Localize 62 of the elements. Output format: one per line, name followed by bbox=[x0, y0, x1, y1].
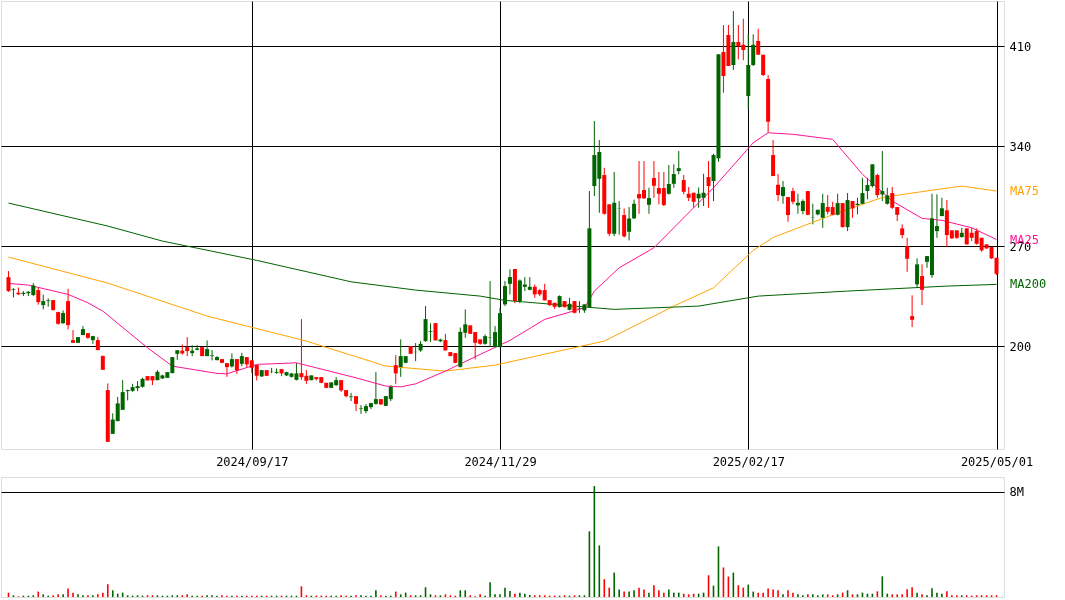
candlestick bbox=[349, 392, 354, 402]
candlestick bbox=[701, 173, 706, 207]
y-tick-label: 340 bbox=[1009, 139, 1032, 154]
line-series bbox=[7, 185, 998, 372]
x-tick-label: 2025/02/17 bbox=[712, 454, 785, 469]
candlestick bbox=[507, 268, 512, 295]
candlestick bbox=[205, 339, 210, 357]
x-tick-label: 2025/05/01 bbox=[960, 454, 1034, 469]
candlestick bbox=[632, 199, 637, 220]
candlestick bbox=[905, 237, 910, 273]
candlestick bbox=[502, 280, 507, 307]
candlestick bbox=[229, 352, 234, 369]
candlestick bbox=[875, 173, 880, 199]
candlestick bbox=[637, 160, 642, 215]
candlestick bbox=[721, 24, 726, 94]
candlestick bbox=[776, 173, 781, 202]
candlestick bbox=[627, 206, 632, 241]
candlestick bbox=[373, 371, 378, 406]
candlestick bbox=[756, 28, 761, 56]
candlestick bbox=[915, 257, 920, 289]
candlestick bbox=[706, 160, 711, 209]
candlestick bbox=[736, 24, 741, 60]
candlestick bbox=[11, 287, 16, 299]
y-tick-label: 8M bbox=[1009, 485, 1024, 500]
line-series bbox=[7, 132, 998, 388]
y-tick-label: 200 bbox=[1009, 339, 1032, 354]
candlestick bbox=[676, 150, 681, 175]
candlestick bbox=[771, 139, 776, 177]
candlestick bbox=[46, 297, 51, 308]
candlestick bbox=[671, 163, 676, 189]
x-tick-label: 2024/09/17 bbox=[216, 454, 289, 469]
candlestick bbox=[666, 164, 671, 196]
candlestick bbox=[681, 174, 686, 195]
candlestick bbox=[354, 395, 359, 412]
candlestick bbox=[781, 180, 786, 205]
candlestick bbox=[651, 160, 656, 199]
candlestick bbox=[910, 294, 915, 328]
series-label: MA75 bbox=[1010, 184, 1039, 199]
candlestick bbox=[731, 10, 736, 71]
x-tick-label: 2024/11/29 bbox=[464, 454, 537, 469]
candlestick bbox=[428, 322, 433, 343]
candlestick bbox=[646, 187, 651, 215]
candlestick bbox=[661, 171, 666, 207]
candlestick bbox=[224, 362, 229, 378]
candlestick bbox=[71, 329, 76, 344]
candlestick bbox=[90, 335, 95, 345]
candlestick bbox=[880, 150, 885, 202]
candlestick bbox=[274, 367, 279, 375]
candlestick bbox=[393, 354, 398, 385]
candlestick bbox=[860, 177, 865, 206]
candlestick bbox=[622, 207, 627, 238]
candlestick bbox=[6, 270, 11, 293]
candlestick bbox=[299, 318, 304, 381]
candlestick bbox=[66, 288, 71, 330]
y-tick-label: 410 bbox=[1009, 39, 1032, 54]
candlestick bbox=[820, 193, 825, 229]
candlestick bbox=[185, 336, 190, 357]
candlestick bbox=[920, 263, 925, 306]
series-label: MA200 bbox=[1010, 277, 1047, 292]
candlestick bbox=[751, 33, 756, 67]
candlestick bbox=[810, 203, 815, 225]
candlestick bbox=[805, 190, 810, 216]
